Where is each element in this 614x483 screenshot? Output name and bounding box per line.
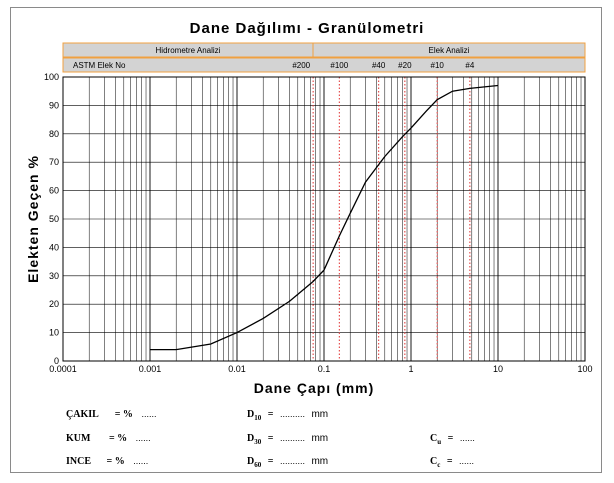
d60-label: D [247, 456, 255, 467]
d30-unit: mm [311, 433, 329, 444]
cu-sub: u [437, 438, 442, 446]
y-tick-label: 50 [49, 214, 59, 224]
ince-label: INCE [66, 456, 92, 467]
ince-value: ...... [133, 456, 149, 466]
astm-elek-no-label: ASTM Elek No [73, 61, 126, 70]
cakil-row: ÇAKIL = % ...... [66, 409, 156, 420]
d60-sub: 60 [254, 461, 262, 469]
figure-frame [10, 7, 602, 473]
x-tick-label: 10 [493, 364, 503, 374]
ince-eq: = % [106, 456, 125, 467]
sieve-label: #200 [292, 61, 310, 70]
grain-size-curve [150, 84, 499, 351]
kum-value: ...... [135, 433, 151, 443]
y-tick-label: 60 [49, 186, 59, 196]
y-tick-label: 70 [49, 157, 59, 167]
chart-header: Hidrometre Analizi Elek Analizi ASTM Elek … [62, 42, 586, 73]
d10-unit: mm [311, 409, 329, 420]
y-tick-label: 30 [49, 271, 59, 281]
d60-row: D60 = .......... mm [247, 456, 328, 469]
cc-eq: = [446, 456, 453, 467]
plot-border [62, 76, 586, 362]
y-tick-label: 10 [49, 328, 59, 338]
header-top-bar [62, 42, 586, 58]
sieve-label: #40 [372, 61, 386, 70]
header-elek-label: Elek Analizi [429, 46, 470, 55]
cc-value: ...... [459, 456, 475, 466]
d10-row: D10 = .......... mm [247, 409, 328, 422]
x-tick-label: 0.01 [228, 364, 246, 374]
cakil-eq: = % [114, 409, 133, 420]
x-axis-label: Dane Çapı (mm) [254, 380, 375, 396]
y-tick-label: 40 [49, 242, 59, 252]
cakil-value: ...... [141, 409, 157, 419]
cu-value: ...... [459, 433, 475, 443]
x-tick-label: 1 [408, 364, 413, 374]
sieve-label: #100 [330, 61, 348, 70]
y-tick-label: 100 [44, 72, 59, 82]
d60-value: .......... [279, 456, 305, 466]
kum-eq: = % [108, 433, 128, 444]
y-axis-label: Elekten Geçen % [25, 155, 41, 283]
cu-label: C [430, 433, 438, 444]
sieve-label: #20 [398, 61, 412, 70]
x-tick-label: 0.001 [139, 364, 162, 374]
sieve-label: #4 [465, 61, 474, 70]
sieve-label: #10 [431, 61, 445, 70]
d10-label: D [247, 409, 255, 420]
kum-label: KUM [66, 433, 91, 444]
cc-row: Cc = ...... [430, 456, 474, 469]
header-sieve-bar [62, 57, 586, 73]
cc-sub: c [437, 461, 441, 469]
y-tick-label: 80 [49, 129, 59, 139]
d10-eq: = [267, 409, 274, 420]
d30-eq: = [267, 433, 274, 444]
d30-row: D30 = .......... mm [247, 433, 328, 446]
cakil-label: ÇAKIL [66, 409, 99, 420]
d30-value: .......... [279, 433, 305, 443]
d60-unit: mm [311, 456, 329, 467]
chart-title: Dane Dağılımı - Granülometri [189, 20, 425, 37]
kum-row: KUM = % ...... [66, 433, 151, 444]
y-tick-label: 20 [49, 299, 59, 309]
ince-row: INCE = % ...... [66, 456, 148, 467]
header-hidrometre-label: Hidrometre Analizi [156, 46, 221, 55]
chart-series [150, 84, 499, 351]
d30-sub: 30 [254, 438, 262, 446]
d30-label: D [247, 433, 255, 444]
chart-axes: 0 10 20 30 40 50 60 70 80 90 100 0.0001 0.001 0.01 0.1… [25, 72, 593, 396]
x-tick-label: 0.1 [318, 364, 331, 374]
x-tick-label: 100 [577, 364, 592, 374]
cu-eq: = [447, 433, 454, 444]
cu-row: Cu = ...... [430, 433, 475, 446]
d60-eq: = [267, 456, 274, 467]
cc-label: C [430, 456, 438, 467]
x-tick-label: 0.0001 [49, 364, 77, 374]
y-tick-label: 90 [49, 100, 59, 110]
y-tick-label: 0 [54, 356, 59, 366]
chart-grid [62, 76, 586, 362]
d10-sub: 10 [254, 414, 262, 422]
d10-value: .......... [279, 409, 305, 419]
